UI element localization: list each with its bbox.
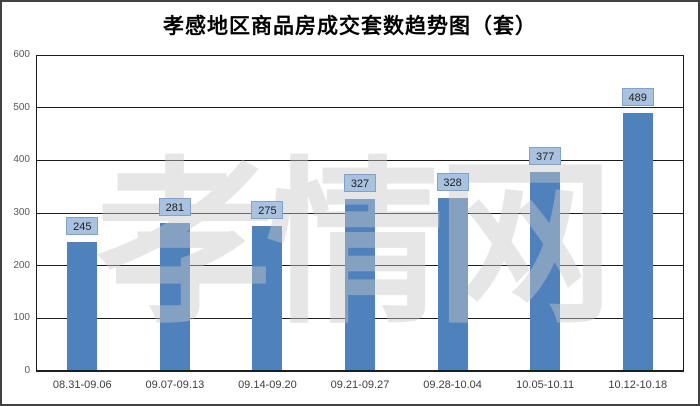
x-axis-category-label: 08.31-09.06 [52, 379, 112, 391]
chart-title: 孝感地区商品房成交套数趋势图（套） [163, 14, 537, 38]
bar [622, 113, 653, 371]
x-axis-category-label: 09.14-09.20 [238, 379, 297, 391]
y-axis-tick-label: 500 [13, 101, 30, 113]
y-axis-tick-label: 300 [13, 207, 30, 218]
gridline [36, 107, 684, 109]
gridline [36, 159, 684, 161]
x-axis-category-label: 09.28-10.04 [423, 379, 482, 391]
bar [67, 241, 98, 371]
bar [159, 223, 190, 371]
bar [437, 198, 468, 371]
data-label: 327 [344, 173, 376, 192]
gridline [36, 370, 684, 372]
gridline [36, 54, 684, 56]
data-label: 328 [436, 173, 469, 192]
x-axis-category-label: 10.12-10.18 [608, 379, 668, 391]
bar [345, 198, 375, 371]
data-label: 281 [158, 198, 191, 216]
data-label: 489 [621, 88, 654, 107]
x-axis-category-label: 09.21-09.27 [330, 379, 390, 391]
bar [530, 172, 561, 371]
y-axis-tick-label: 600 [13, 49, 30, 60]
data-label: 275 [251, 201, 284, 220]
x-axis-category-label: 10.05-10.11 [516, 379, 575, 391]
data-label: 377 [529, 147, 562, 166]
y-axis-tick-label: 400 [13, 154, 30, 166]
bar [252, 226, 283, 371]
y-axis-tick-label: 100 [13, 312, 30, 324]
y-axis-tick-label: 0 [24, 365, 30, 376]
x-axis-category-label: 09.07-09.13 [145, 379, 205, 391]
y-axis-tick-label: 200 [13, 259, 30, 271]
data-label: 245 [66, 216, 99, 235]
